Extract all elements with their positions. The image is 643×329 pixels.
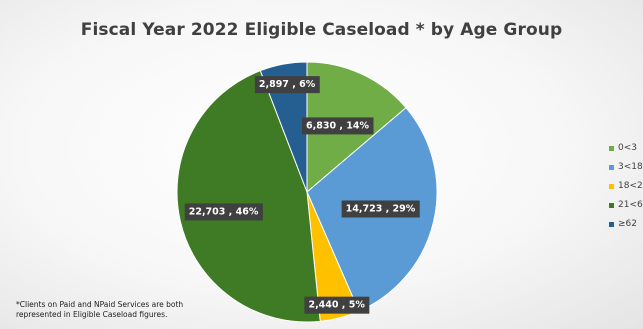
legend-item-2: 18<21 bbox=[609, 181, 643, 194]
legend-swatch-0 bbox=[609, 145, 614, 151]
legend-item-4: ≥62 bbox=[609, 219, 643, 232]
data-label-text-2: 2,440 , 5% bbox=[308, 300, 365, 311]
legend-item-1: 3<18 bbox=[609, 162, 643, 175]
data-label-box-1 bbox=[341, 200, 420, 218]
footnote-line-2: represented in Eligible Caseload figures… bbox=[16, 309, 168, 319]
pie-slice-4 bbox=[259, 61, 308, 193]
data-label-text-1: 14,723 , 29% bbox=[346, 203, 416, 214]
data-label-box-0 bbox=[302, 117, 374, 135]
legend-label-4: ≥62 bbox=[618, 219, 637, 229]
footnote: *Clients on Paid and NPaid Services are … bbox=[16, 300, 183, 319]
data-label-text-3: 22,703 , 46% bbox=[189, 206, 259, 217]
data-label-text-4: 2,897 , 6% bbox=[259, 79, 316, 90]
data-label-3: 22,703 , 46% bbox=[184, 203, 263, 221]
legend-label-3: 21<6… bbox=[618, 200, 643, 210]
data-label-1: 14,723 , 29% bbox=[341, 200, 420, 218]
data-label-box-4 bbox=[254, 76, 320, 94]
legend-swatch-2 bbox=[609, 183, 614, 189]
data-label-box-3 bbox=[184, 203, 263, 221]
legend-label-0: 0<3 bbox=[618, 143, 637, 153]
data-label-2: 2,440 , 5% bbox=[304, 296, 370, 314]
data-label-0: 6,830 , 14% bbox=[302, 117, 374, 135]
legend-swatch-4 bbox=[609, 221, 614, 227]
chart-title: Fiscal Year 2022 Eligible Caseload * by … bbox=[80, 20, 563, 40]
legend-item-0: 0<3 bbox=[609, 143, 643, 156]
data-label-text-0: 6,830 , 14% bbox=[306, 120, 369, 131]
legend-label-2: 18<21 bbox=[618, 181, 643, 191]
data-label-4: 2,897 , 6% bbox=[254, 76, 320, 94]
legend-swatch-3 bbox=[609, 202, 614, 208]
data-label-box-2 bbox=[304, 296, 370, 314]
legend-item-3: 21<6… bbox=[609, 200, 643, 213]
legend-swatch-1 bbox=[609, 164, 614, 170]
legend: 0<3 3<18 18<21 21<6… ≥62 bbox=[609, 143, 643, 238]
legend-label-1: 3<18 bbox=[618, 162, 643, 172]
footnote-line-1: *Clients on Paid and NPaid Services are … bbox=[16, 300, 184, 309]
